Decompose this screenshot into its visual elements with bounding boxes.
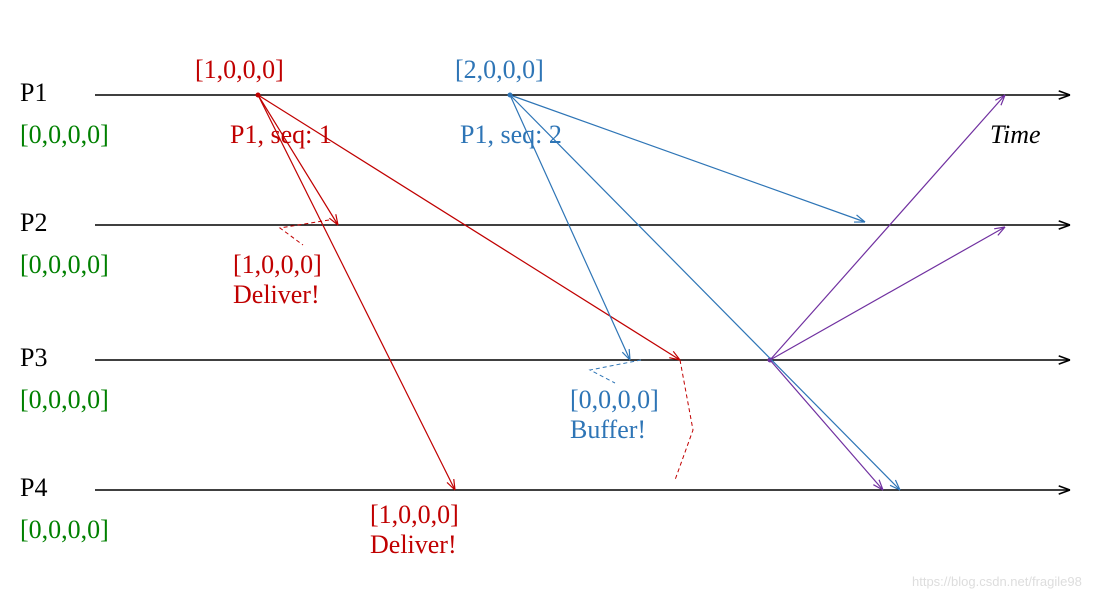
m-pur-p3-p2 [770,227,1005,360]
d-p3-recv1 [675,360,693,480]
p4-recv1-act: Deliver! [370,530,457,560]
timeline-p4 [95,486,1070,494]
p1-init: [0,0,0,0] [20,120,109,150]
p1-name: P1 [20,78,47,108]
p4-recv1-clk: [1,0,0,0] [370,500,459,530]
p4-init: [0,0,0,0] [20,515,109,545]
timeline-p2 [95,221,1070,229]
p2-name: P2 [20,208,47,238]
p1-send1-clk: [1,0,0,0] [195,55,284,85]
p3-init: [0,0,0,0] [20,385,109,415]
m-blue-p1-p2 [510,95,865,222]
p3-recv2-clk: [0,0,0,0] [570,385,659,415]
p2-recv1-clk: [1,0,0,0] [233,250,322,280]
d-p3-recv2 [590,360,641,383]
timeline-p3 [95,356,1070,364]
timeline-p1 [95,91,1070,99]
p2-recv1-act: Deliver! [233,280,320,310]
p1-seq1: P1, seq: 1 [230,120,332,150]
watermark-text: https://blog.csdn.net/fragile98 [912,575,1082,590]
diagram-svg [0,0,1094,595]
p1-send2-clk: [2,0,0,0] [455,55,544,85]
m-blue-p1-p4 [510,95,900,490]
p1-seq2: P1, seq: 2 [460,120,562,150]
p3-recv2-act: Buffer! [570,415,646,445]
m-pur-p3-p4 [770,360,883,490]
p3-name: P3 [20,343,47,373]
p4-name: P4 [20,473,47,503]
p2-init: [0,0,0,0] [20,250,109,280]
m-pur-p3-p1 [770,95,1005,360]
time-label: Time [990,120,1041,150]
m-red-p1-p2 [258,95,338,225]
